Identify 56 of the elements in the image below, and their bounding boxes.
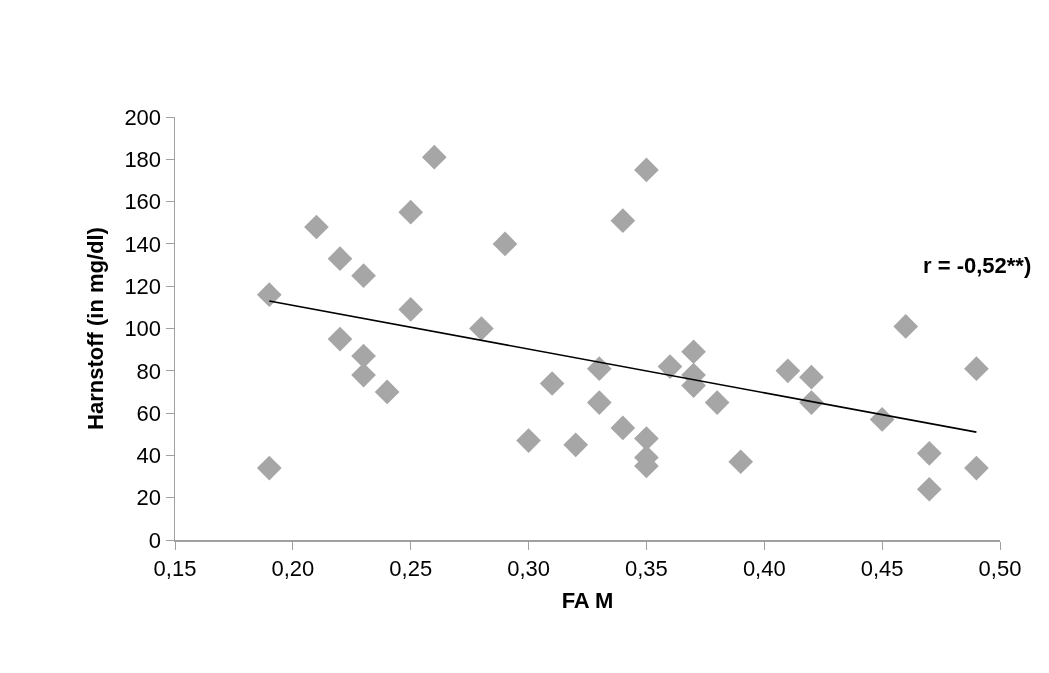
- point: [634, 426, 659, 451]
- point: [728, 449, 754, 475]
- x-tick-label: 0,35: [625, 555, 668, 581]
- point: [634, 157, 659, 183]
- point: [775, 358, 801, 384]
- y-tick-label: 80: [136, 358, 162, 384]
- point: [704, 390, 730, 415]
- point: [421, 144, 447, 170]
- point: [563, 432, 589, 458]
- x-axis-title: FA M: [561, 587, 614, 613]
- point: [256, 282, 282, 308]
- point: [304, 214, 329, 240]
- y-tick-label: 180: [124, 147, 162, 172]
- y-tick-label: 120: [124, 273, 162, 299]
- point: [327, 326, 353, 352]
- y-tick-label: 140: [124, 231, 162, 257]
- y-axis-title: Harnstoff (in mg/dl): [83, 227, 109, 430]
- point: [869, 407, 895, 432]
- point: [351, 362, 376, 388]
- x-tick-label: 0,30: [507, 555, 550, 581]
- point: [351, 263, 376, 288]
- y-tick-label: 160: [124, 189, 162, 215]
- y-tick-label: 60: [136, 400, 162, 426]
- point: [398, 199, 424, 225]
- point: [586, 390, 612, 415]
- point: [610, 208, 636, 233]
- point: [398, 297, 424, 322]
- x-tick-label: 0,20: [271, 555, 315, 581]
- y-tick-label: 40: [136, 443, 162, 469]
- point: [516, 428, 541, 453]
- point: [916, 476, 942, 502]
- point: [916, 440, 942, 466]
- y-tick-label: 200: [124, 104, 162, 130]
- x-tick-label: 0,25: [389, 555, 433, 581]
- x-tick-label: 0,40: [742, 555, 786, 581]
- x-tick-label: 0,45: [860, 555, 904, 581]
- annotation: r = -0,52**): [923, 253, 1032, 278]
- point: [586, 356, 612, 382]
- point: [492, 231, 518, 257]
- x-tick-label: 0,15: [153, 555, 197, 581]
- point: [681, 339, 706, 365]
- point: [964, 455, 989, 481]
- y-tick-label: 0: [148, 527, 162, 553]
- point: [893, 314, 919, 339]
- point: [539, 371, 565, 396]
- y-tick-label: 20: [136, 485, 162, 511]
- point: [964, 356, 989, 382]
- point: [657, 354, 683, 379]
- y-tick-label: 100: [124, 316, 162, 342]
- x-tick-label: 0,50: [978, 555, 1022, 581]
- point: [469, 316, 494, 341]
- point: [327, 246, 353, 272]
- point: [610, 415, 636, 441]
- point: [256, 455, 282, 481]
- point: [799, 364, 824, 390]
- point: [374, 379, 400, 405]
